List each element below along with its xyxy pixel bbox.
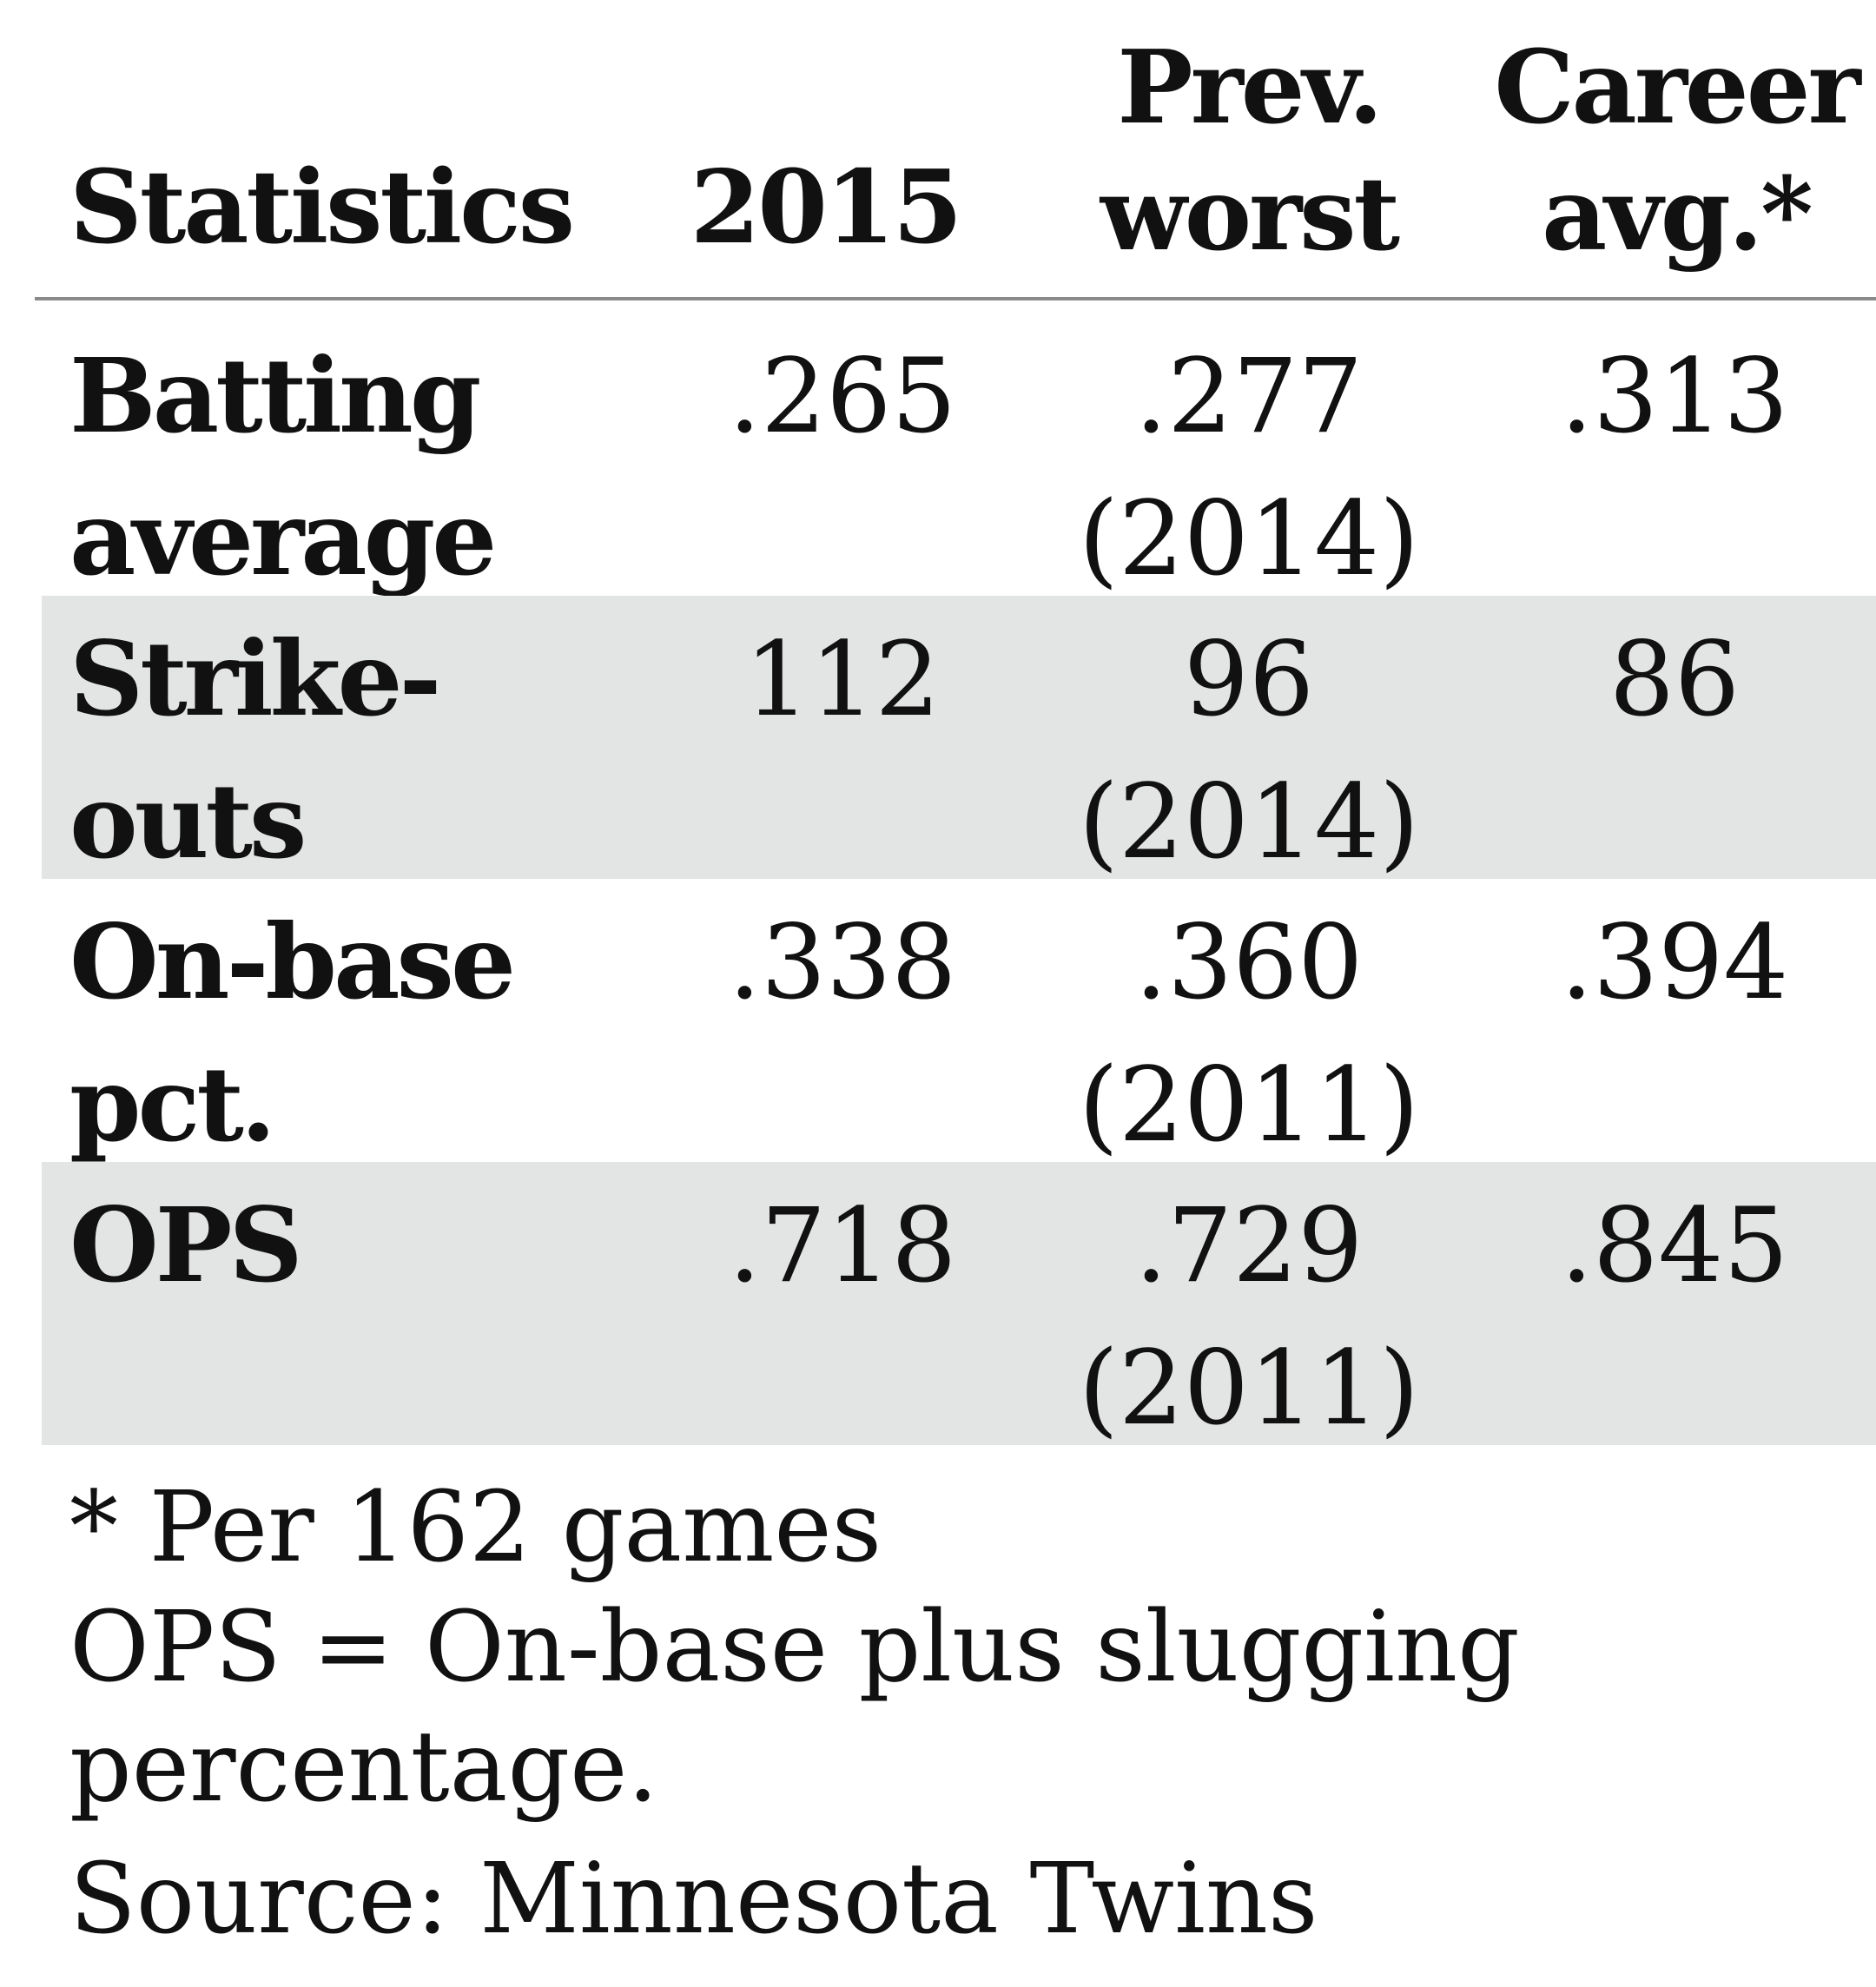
footnote-per-162-games: * Per 162 games (69, 1471, 882, 1584)
row-label: On-base pct. (69, 901, 516, 1165)
ops-definition: OPS = On-base plus slugging percentage. (69, 1591, 1520, 1824)
source-credit: Source: Minnesota Twins (69, 1843, 1318, 1956)
column-header-career-avg: Career avg.* (1494, 29, 1860, 274)
cell-prev-worst: .360 (2011) (1078, 902, 1420, 1165)
row-label: Strike- outs (69, 618, 442, 881)
cell-prev-worst: .277 (2014) (1078, 336, 1420, 598)
column-header-statistics: Statistics (69, 149, 575, 267)
column-header-prev-worst: Prev. worst (1100, 29, 1400, 274)
cell-2015: 112 (744, 619, 941, 739)
cell-career-avg: .394 (1560, 902, 1789, 1022)
column-header-2015: 2015 (690, 149, 963, 267)
cell-2015: .718 (728, 1185, 957, 1305)
cell-career-avg: .313 (1560, 336, 1789, 456)
cell-prev-worst: 96 (2014) (1078, 619, 1420, 881)
table-row-strikeouts: Strike- outs 112 96 (2014) 86 (42, 596, 1876, 881)
cell-career-avg: 86 (1608, 619, 1741, 739)
cell-2015: .265 (728, 336, 957, 456)
table-notes: * Per 162 games OPS = On-base plus slugg… (69, 1468, 1859, 1959)
table-row-ops: OPS .718 .729 (2011) .845 (42, 1162, 1876, 1448)
table-row-on-base-pct: On-base pct. .338 .360 (2011) .394 (42, 879, 1876, 1165)
table-header: Statistics 2015 Prev. worst Career avg.* (0, 0, 1876, 297)
row-label: OPS (69, 1185, 303, 1305)
cell-prev-worst: .729 (2011) (1078, 1185, 1420, 1448)
header-divider (35, 297, 1876, 300)
table-row-batting-average: Batting average .265 .277 (2014) .313 (42, 313, 1876, 598)
row-label: Batting average (69, 335, 497, 598)
cell-career-avg: .845 (1560, 1185, 1789, 1305)
cell-2015: .338 (728, 902, 957, 1022)
